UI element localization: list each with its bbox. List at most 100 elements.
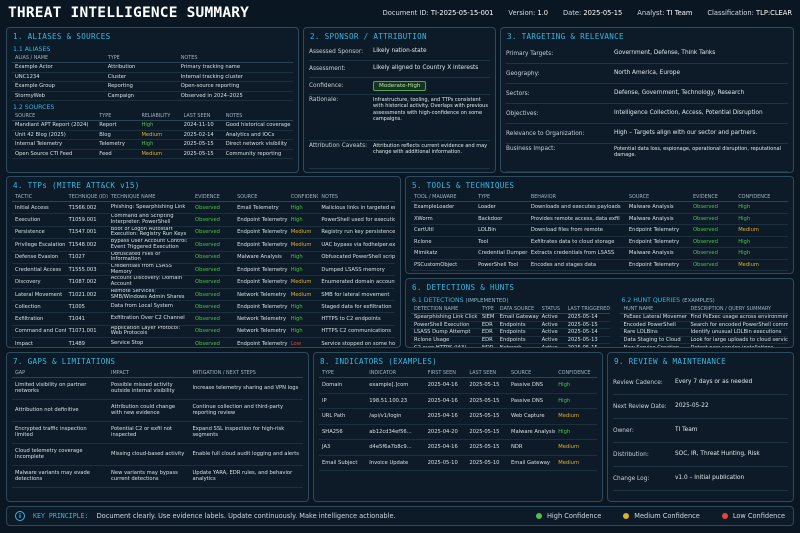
table-cell: 2025-05-15: [466, 377, 508, 394]
table-cell: 2025-05-15: [466, 408, 508, 425]
table-cell: 2025-04-16: [424, 408, 467, 425]
table-cell: Medium: [287, 226, 319, 240]
column-header: LAST SEEN: [466, 369, 508, 378]
table-cell: Remote Services: SMB/Windows Admin Share…: [107, 288, 192, 302]
kv-label: Rationale:: [309, 97, 339, 103]
table-cell: Primary tracking name: [177, 62, 293, 73]
table-row: Email Subject Invoice Update 2025-05-10 202…: [319, 455, 597, 471]
table-row: IP 198.51.100.23 2025-04-16 2025-05-15 Passi…: [319, 393, 597, 409]
page-title: THREAT INTELLIGENCE SUMMARY: [8, 5, 250, 21]
column-header: NOTES: [222, 112, 293, 121]
table-row: Command and ControlT1071.001Application …: [12, 325, 395, 339]
column-header: CONFIDENCE: [735, 193, 788, 202]
table-cell: Encoded PowerShell: [620, 321, 688, 330]
table-cell: Potential C2 or exfil not inspected: [108, 421, 190, 444]
table-cell: Account Discovery: Domain Account: [107, 275, 192, 289]
table-cell: Internal tracking cluster: [177, 72, 293, 82]
ttps-table: TACTIC TECHNIQUE (ID) TECHNIQUE NAME EVIDEN…: [12, 193, 395, 347]
table-cell: High: [287, 263, 319, 277]
table-row: Malware variants may evade detections New…: [12, 465, 303, 488]
table-row: StormyWeb Campaign Observed in 2024–2025: [12, 91, 293, 101]
table-cell: T1041: [65, 312, 108, 326]
table-row: Limited visibility on partner networks Po…: [12, 377, 303, 400]
table-cell: Continue collection and third-party repo…: [189, 399, 303, 422]
table-cell: Observed: [689, 201, 736, 214]
column-header: GAP: [12, 369, 109, 378]
table-row: Spearphishing Link Click SIEM Email Gatewa…: [411, 313, 611, 322]
table-cell: Enable full cloud audit logging and aler…: [189, 443, 303, 466]
table-cell: High: [735, 247, 788, 260]
table-cell: 2025-05-15: [180, 139, 223, 150]
table-cell: Exfiltration Over C2 Channel: [107, 312, 192, 326]
table-cell: Data from Local System: [107, 300, 192, 314]
table-cell: Network Telemetry: [234, 312, 288, 326]
table-cell: Update YARA, EDR rules, and behavior ana…: [189, 465, 303, 488]
table-cell: Impact: [12, 337, 66, 347]
table-cell: PowerShell Tool: [475, 259, 528, 271]
table-cell: 2025-05-13: [564, 336, 611, 345]
meta-item: Analyst: TI Team: [637, 9, 692, 17]
legend-label: Medium Confidence: [634, 512, 700, 520]
table-cell: 2025-05-15: [564, 343, 611, 347]
table-cell: Observed: [191, 312, 235, 326]
table-cell: PsExec Lateral Movement: [620, 313, 688, 322]
table-cell: T1548.002: [65, 238, 108, 252]
column-header: NOTES: [177, 54, 293, 63]
table-row: PSCustomObject PowerShell Tool Encodes and…: [411, 259, 788, 271]
table-row: Rclone Usage EDR Endpoints Active 2025-05-13: [411, 336, 611, 345]
table-row: Lateral Movement T1021.002 Remote Services…: [12, 288, 395, 302]
table-row: Example Actor Attribution Primary tracking…: [12, 62, 293, 73]
kv-row: Confidence: Moderate-High: [309, 78, 490, 95]
table-row: Example Group Reporting Open-source report…: [12, 81, 293, 92]
table-cell: T1021.002: [65, 288, 108, 302]
table-cell: Enumerated domain accounts: [318, 275, 395, 289]
table-cell: T1087.002: [65, 275, 108, 289]
table-cell: Bypass User Account Control: Event Trigg…: [107, 238, 192, 252]
hunts-table: HUNT NAME DESCRIPTION / QUERY SUMMARY PsE…: [620, 305, 788, 347]
table-row: C2 over HTTPS (JA3) NDR Network Active 2025-…: [411, 343, 611, 347]
kv-label: Objectives:: [506, 110, 539, 117]
tools-techniques-panel: 5. TOOLS & TECHNIQUES TOOL / MALWARE TYPE…: [405, 176, 794, 274]
table-cell: High: [138, 139, 181, 150]
table-cell: Email Gateway: [508, 455, 556, 471]
kv-row: Next Review Date: 2025-05-22: [613, 395, 788, 419]
table-cell: Analytics and IOCs: [222, 130, 293, 140]
meta-value: TI-2025-05-15-001: [430, 9, 494, 17]
meta-value: TLP:CLEAR: [756, 9, 792, 17]
table-cell: 2025-04-20: [424, 424, 467, 440]
kv-row: Distribution: SOC, IR, Threat Hunting, Ri…: [613, 443, 788, 467]
table-cell: Defense Evasion: [12, 251, 66, 264]
table-cell: Blog: [96, 130, 139, 140]
column-header: DATA SOURCE: [496, 305, 539, 314]
table-cell: Endpoint Telemetry: [234, 337, 288, 347]
table-cell: Medium: [555, 408, 597, 425]
meta-label: Classification:: [707, 9, 754, 17]
table-cell: Missing cloud-based activity: [108, 443, 190, 466]
kv-row: Primary Targets: Government, Defense, Thi…: [506, 44, 788, 64]
table-cell: High: [287, 201, 319, 215]
meta-label: Document ID:: [382, 9, 429, 17]
legend-dot-icon: [623, 513, 630, 519]
table-cell: Obfuscated PowerShell scripts: [318, 251, 395, 264]
column-header: HUNT NAME: [620, 305, 688, 314]
table-cell: High: [287, 300, 319, 314]
table-cell: Credential Access: [12, 263, 66, 277]
table-row: Open Source CTI Feed Feed Medium 2025-05-15…: [12, 149, 293, 159]
table-cell: HTTPS C2 communications: [318, 325, 395, 339]
table-cell: EDR: [478, 336, 497, 345]
table-cell: /api/v1/login: [366, 408, 425, 425]
table-cell: JA3: [319, 439, 367, 456]
table-row: New Service Creation Detect new service i…: [620, 343, 788, 347]
table-row: SHA256 ab12cd34ef56... 2025-04-20 2025-05-1…: [319, 424, 597, 440]
table-cell: Medium: [138, 149, 181, 159]
table-row: Encrypted traffic inspection limited Pote…: [12, 421, 303, 444]
detections-subtitle: 6.1 DETECTIONS (IMPLEMENTED): [412, 297, 509, 304]
info-icon: i: [15, 511, 25, 521]
column-header: INDICATOR: [366, 369, 425, 378]
table-cell: Medium: [287, 288, 319, 302]
table-cell: T1027: [65, 251, 108, 264]
panel-title: 9. REVIEW & MAINTENANCE: [614, 357, 727, 366]
meta-item: Classification: TLP:CLEAR: [707, 9, 792, 17]
table-cell: Obfuscated Files or Information: [107, 251, 192, 264]
table-cell: Good historical coverage: [222, 120, 293, 131]
